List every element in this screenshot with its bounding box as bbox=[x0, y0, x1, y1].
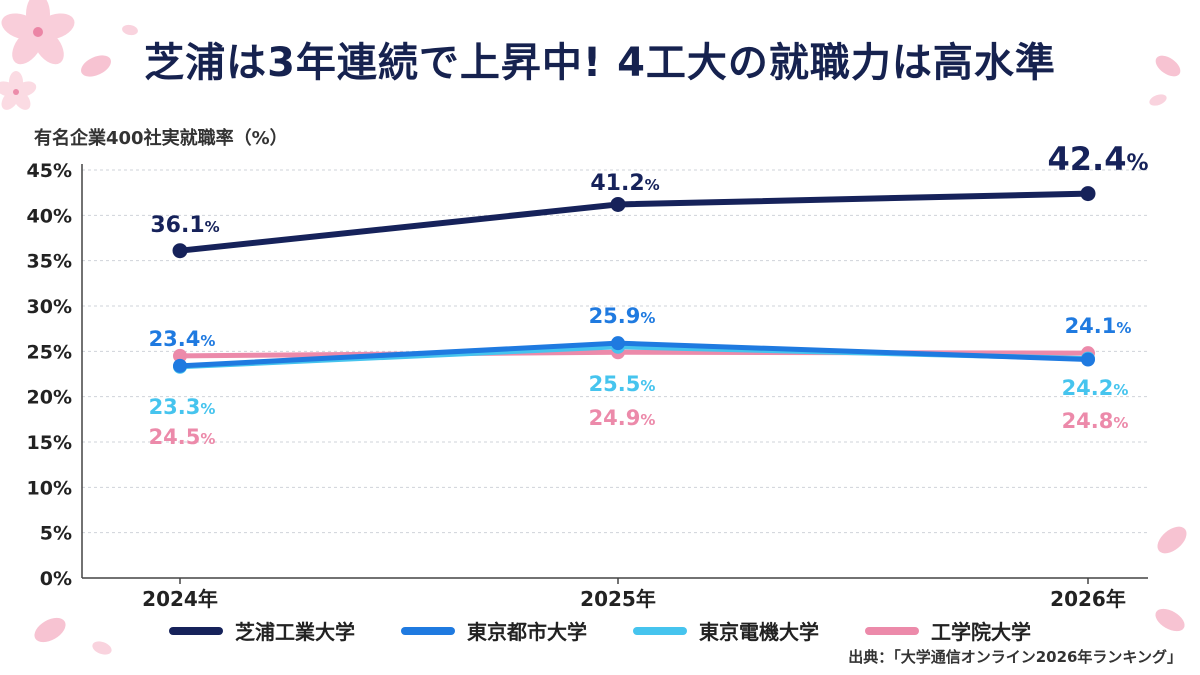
source-note: 出典：「大学通信オンライン2026年ランキング」 bbox=[848, 648, 1182, 666]
legend-label: 東京電機大学 bbox=[699, 620, 819, 644]
legend-swatch bbox=[865, 626, 919, 635]
data-point bbox=[610, 196, 626, 212]
data-label: 41.2% bbox=[590, 171, 659, 196]
data-label: 42.4% bbox=[1048, 140, 1149, 178]
legend-swatch bbox=[169, 626, 223, 635]
y-tick-label: 5% bbox=[40, 523, 72, 545]
data-label: 24.1% bbox=[1065, 314, 1132, 338]
data-label: 25.5% bbox=[589, 372, 656, 396]
axes: 0% 5% 10% 15% 20% 25% 30% 35% 40% 45% 2024年 2025年 20… bbox=[27, 160, 1148, 611]
data-point bbox=[1080, 186, 1096, 202]
data-label: 25.9% bbox=[589, 304, 656, 328]
legend-item-shibaura: 芝浦工業大学 bbox=[169, 616, 355, 645]
legend-item-kogakuin: 工学院大学 bbox=[865, 616, 1031, 645]
data-label: 23.3% bbox=[149, 395, 216, 419]
data-label: 24.8% bbox=[1062, 409, 1129, 433]
data-point bbox=[172, 243, 188, 259]
data-label: 24.5% bbox=[149, 425, 216, 449]
y-tick-label: 45% bbox=[27, 160, 72, 182]
legend-swatch bbox=[401, 626, 455, 635]
x-tick-label: 2025年 bbox=[580, 587, 656, 611]
data-label: 24.2% bbox=[1062, 376, 1129, 400]
legend: 芝浦工業大学 東京都市大学 東京電機大学 工学院大学 bbox=[0, 616, 1200, 645]
data-point bbox=[1081, 352, 1095, 367]
y-tick-label: 10% bbox=[27, 477, 72, 499]
data-labels: 36.1% 41.2% 42.4% 23.4% 25.9% 24.1% 23.3% 25.5%… bbox=[149, 140, 1149, 449]
legend-item-tokyo-city: 東京都市大学 bbox=[401, 616, 587, 645]
x-tick-label: 2024年 bbox=[142, 587, 218, 611]
y-tick-label: 0% bbox=[40, 568, 72, 590]
y-tick-label: 15% bbox=[27, 432, 72, 454]
y-tick-label: 35% bbox=[27, 251, 72, 273]
data-point bbox=[611, 336, 625, 351]
data-label: 36.1% bbox=[150, 213, 219, 238]
data-point bbox=[173, 348, 187, 363]
legend-label: 東京都市大学 bbox=[467, 620, 587, 644]
sakura-decoration bbox=[0, 0, 1187, 655]
legend-label: 工学院大学 bbox=[931, 620, 1031, 644]
y-tick-label: 40% bbox=[27, 205, 72, 227]
y-axis-label: 有名企業400社実就職率（%） bbox=[34, 128, 288, 149]
series-lines bbox=[172, 186, 1096, 374]
data-point bbox=[173, 358, 187, 373]
x-tick-label: 2026年 bbox=[1050, 587, 1126, 611]
y-tick-label: 20% bbox=[27, 387, 72, 409]
legend-item-tokyo-denki: 東京電機大学 bbox=[633, 616, 819, 645]
chart-title: 芝浦は3年連続で上昇中! 4工大の就職力は高水準 bbox=[144, 40, 1056, 86]
y-tick-label: 30% bbox=[27, 296, 72, 318]
legend-swatch bbox=[633, 626, 687, 635]
data-label: 23.4% bbox=[149, 327, 216, 351]
legend-label: 芝浦工業大学 bbox=[235, 620, 355, 644]
y-tick-label: 25% bbox=[27, 341, 72, 363]
series-line bbox=[177, 190, 1091, 254]
data-label: 24.9% bbox=[589, 406, 656, 430]
